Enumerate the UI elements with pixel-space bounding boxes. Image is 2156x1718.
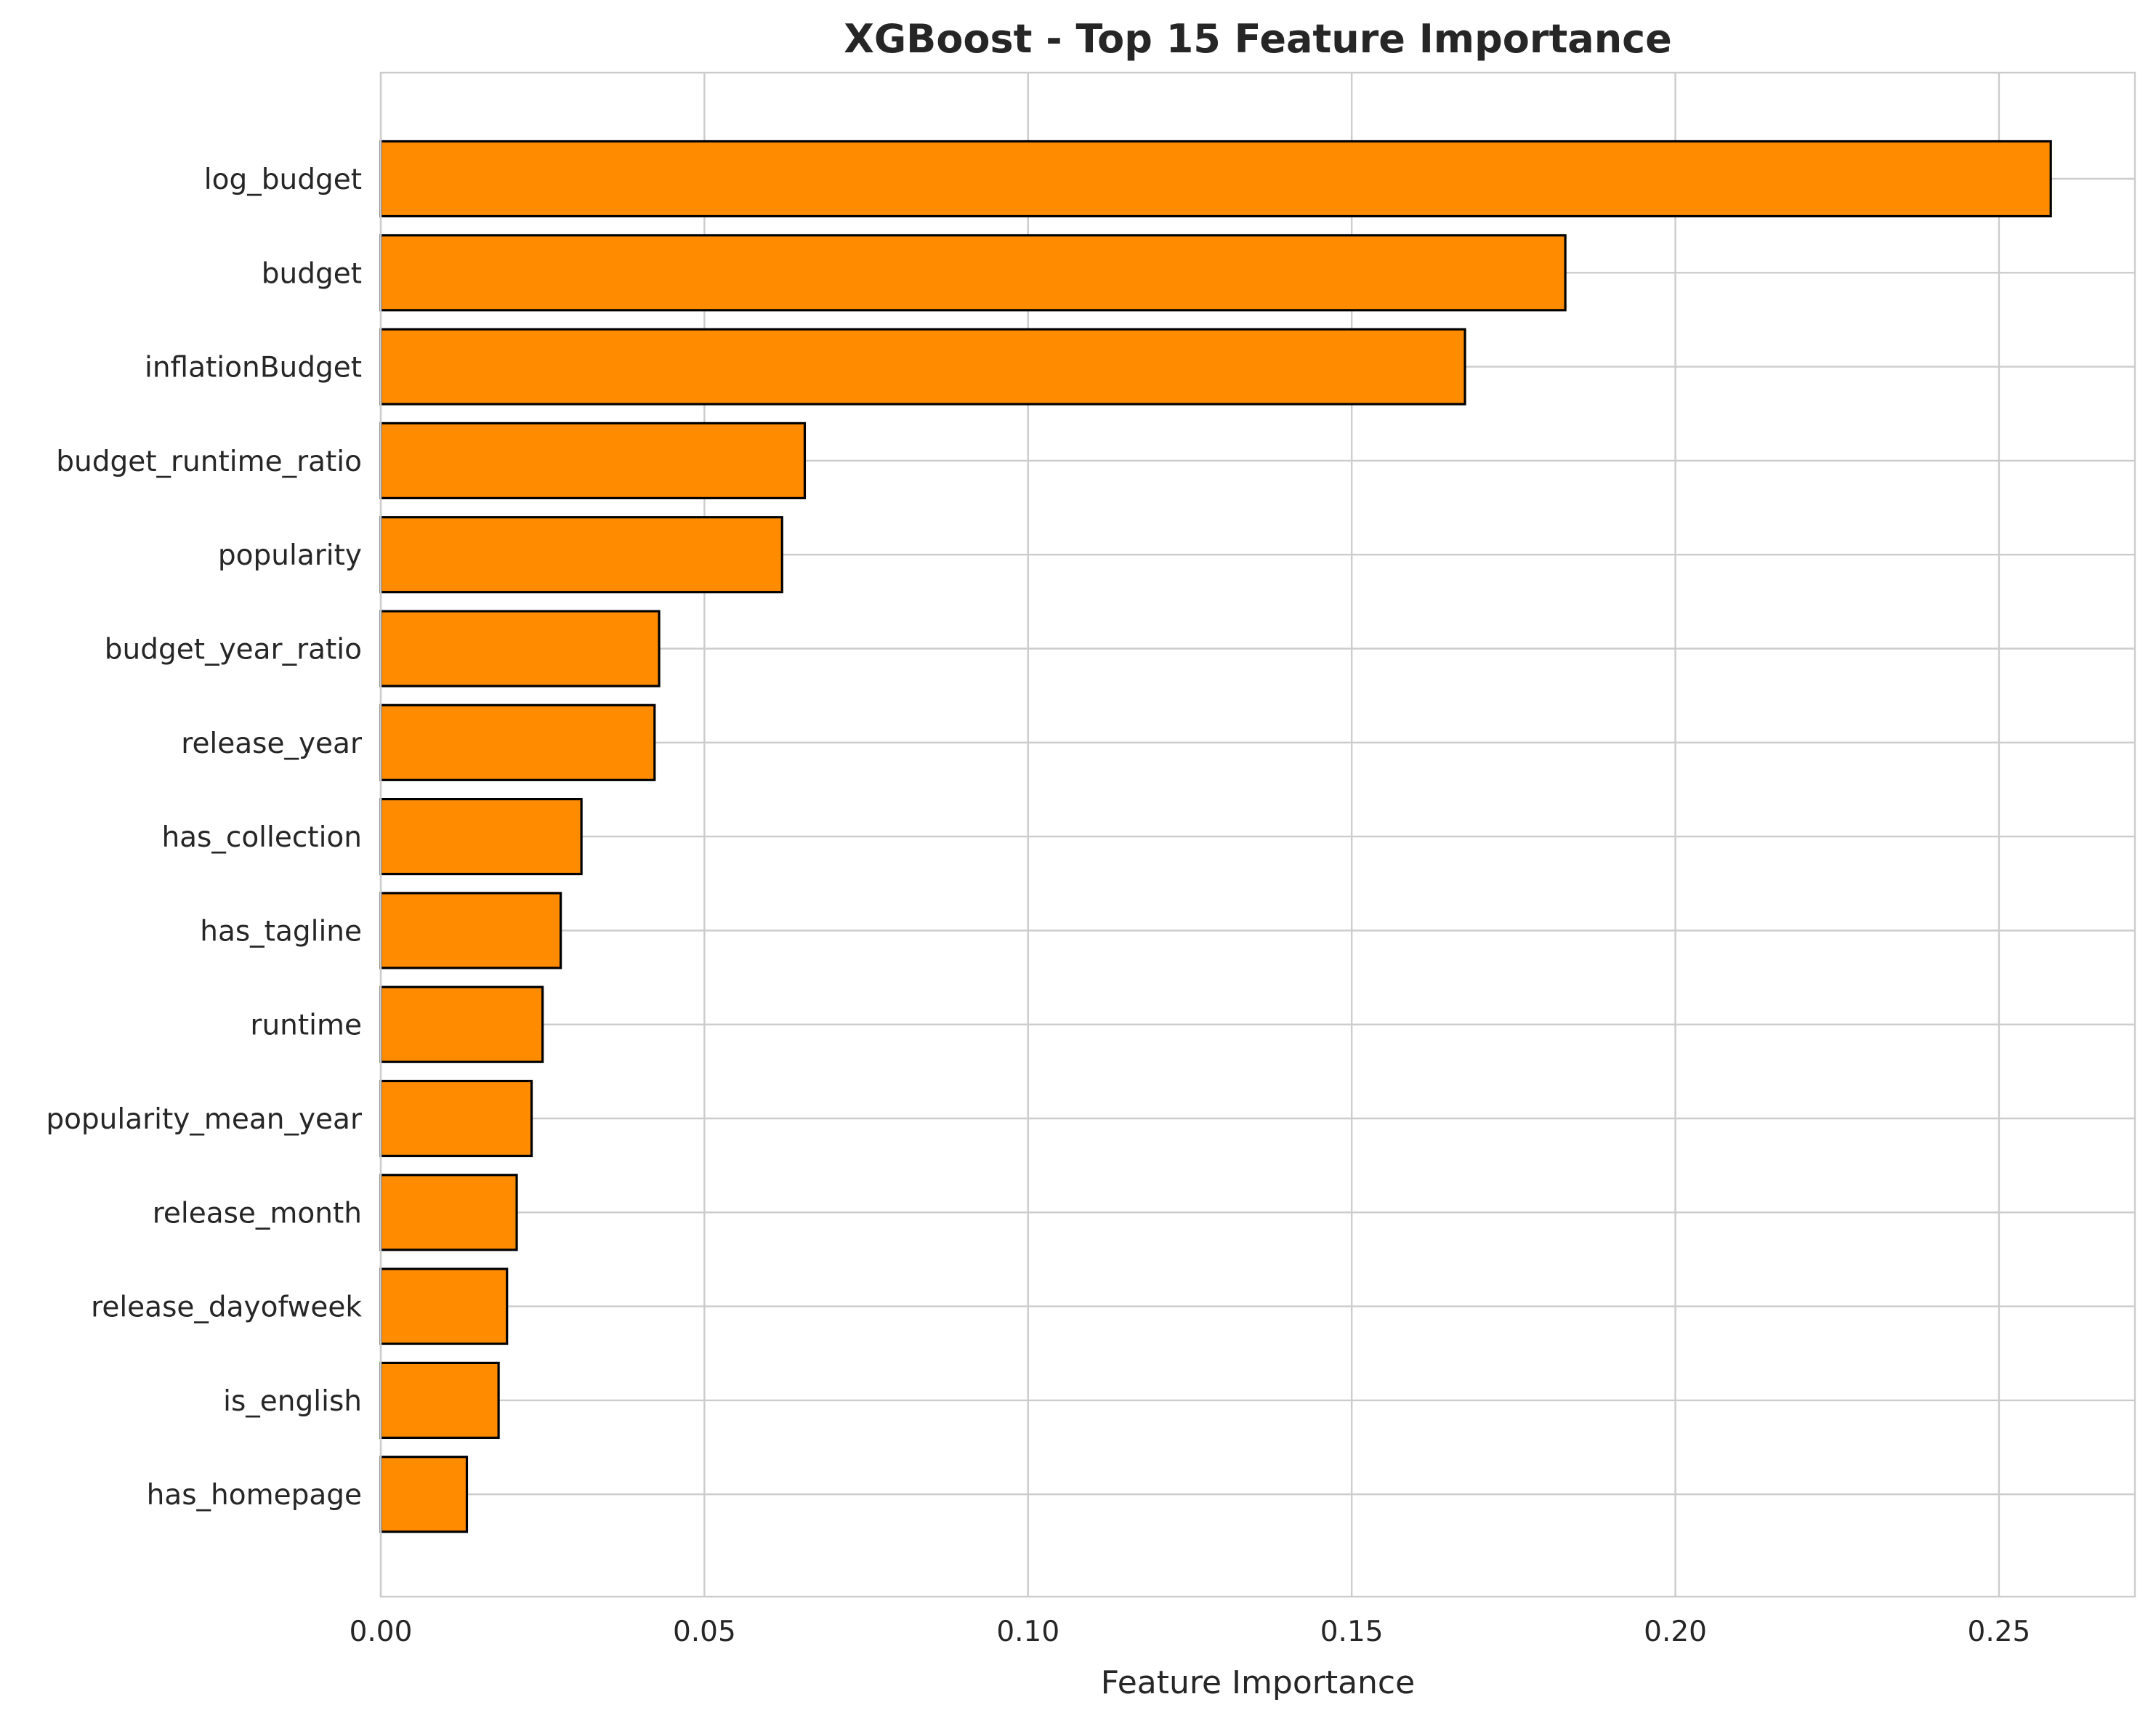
bar-budget_runtime_ratio [379, 422, 807, 500]
bar-popularity [379, 516, 783, 594]
bar-has_tagline [379, 892, 562, 969]
bar-inflationBudget [379, 328, 1466, 406]
y-tick-label: log_budget [204, 164, 362, 196]
y-tick-label: budget_year_ratio [105, 634, 362, 666]
x-tick-label: 0.05 [673, 1616, 736, 1648]
y-tick-label: popularity [218, 539, 362, 572]
bar-runtime [379, 985, 544, 1063]
x-axis-label: Feature Importance [1101, 1664, 1415, 1701]
y-tick-label: release_year [181, 727, 363, 760]
chart-title: XGBoost - Top 15 Feature Importance [844, 16, 1672, 62]
y-tick-label: popularity_mean_year [46, 1103, 363, 1136]
x-tick-label: 0.25 [1968, 1616, 2031, 1648]
x-tick-label: 0.10 [996, 1616, 1059, 1648]
bar-is_english [379, 1361, 500, 1440]
y-tick-label: release_dayofweek [91, 1291, 362, 1324]
bar-release_year [379, 703, 656, 781]
bar-log_budget [379, 140, 2052, 218]
y-tick-label: is_english [223, 1385, 362, 1418]
bar-budget [379, 234, 1567, 312]
bar-has_collection [379, 797, 583, 876]
bar-budget_year_ratio [379, 610, 661, 687]
x-tick-label: 0.20 [1644, 1616, 1707, 1648]
y-tick-label: runtime [250, 1009, 362, 1042]
y-tick-label: budget_runtime_ratio [56, 445, 362, 478]
bar-release_dayofweek [379, 1267, 509, 1345]
plot-frame [379, 71, 2136, 1598]
bar-popularity_mean_year [379, 1079, 533, 1158]
y-tick-label: has_homepage [147, 1479, 362, 1512]
x-tick-label: 0.15 [1320, 1616, 1384, 1648]
bar-has_homepage [379, 1456, 469, 1533]
x-tick-label: 0.00 [350, 1616, 413, 1648]
y-tick-label: has_collection [161, 821, 362, 854]
y-tick-label: budget [262, 257, 362, 290]
bar-release_month [379, 1174, 518, 1251]
y-tick-label: has_tagline [200, 915, 362, 948]
y-tick-label: release_month [153, 1197, 362, 1230]
y-tick-label: inflationBudget [145, 352, 362, 384]
